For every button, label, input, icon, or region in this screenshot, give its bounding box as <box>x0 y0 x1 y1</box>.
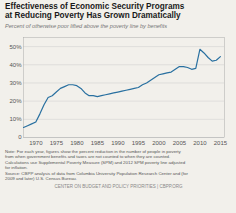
svg-text:10%: 10% <box>9 116 22 122</box>
html-text:Effectiveness of Economic Secu: Effectiveness of Economic Security Progr… <box>5 2 185 21</box>
svg-text:1980: 1980 <box>70 139 84 145</box>
svg-text:2000: 2000 <box>152 139 166 145</box>
svg-text:40%: 40% <box>9 61 22 67</box>
svg-text:2005: 2005 <box>173 139 187 145</box>
svg-text:1985: 1985 <box>91 139 105 145</box>
svg-text:1975: 1975 <box>50 139 64 145</box>
svg-text:2010: 2010 <box>193 139 207 145</box>
svg-text:2015: 2015 <box>214 139 228 145</box>
svg-text:1990: 1990 <box>111 139 125 145</box>
svg-text:0: 0 <box>18 134 22 140</box>
html-text:Note: For each year, figures s: Note: For each year, figures show the pe… <box>5 148 186 170</box>
html-text:CENTER ON BUDGET AND POLICY PR: CENTER ON BUDGET AND POLICY PRIORITIES |… <box>54 183 183 189</box>
svg-text:30%: 30% <box>9 79 22 85</box>
svg-text:1995: 1995 <box>132 139 146 145</box>
html-text:Percent of otherwise poor lift: Percent of otherwise poor lifted above t… <box>5 22 167 29</box>
svg-text:20%: 20% <box>9 98 22 104</box>
svg-text:50%: 50% <box>9 43 22 49</box>
svg-text:1970: 1970 <box>29 139 43 145</box>
html-text:Source: CBPP analysis of data: Source: CBPP analysis of data from Colum… <box>5 170 188 181</box>
